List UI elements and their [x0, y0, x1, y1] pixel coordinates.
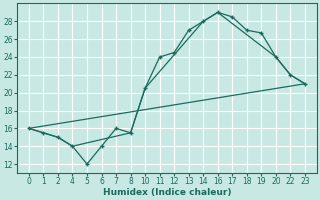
X-axis label: Humidex (Indice chaleur): Humidex (Indice chaleur)	[103, 188, 231, 197]
